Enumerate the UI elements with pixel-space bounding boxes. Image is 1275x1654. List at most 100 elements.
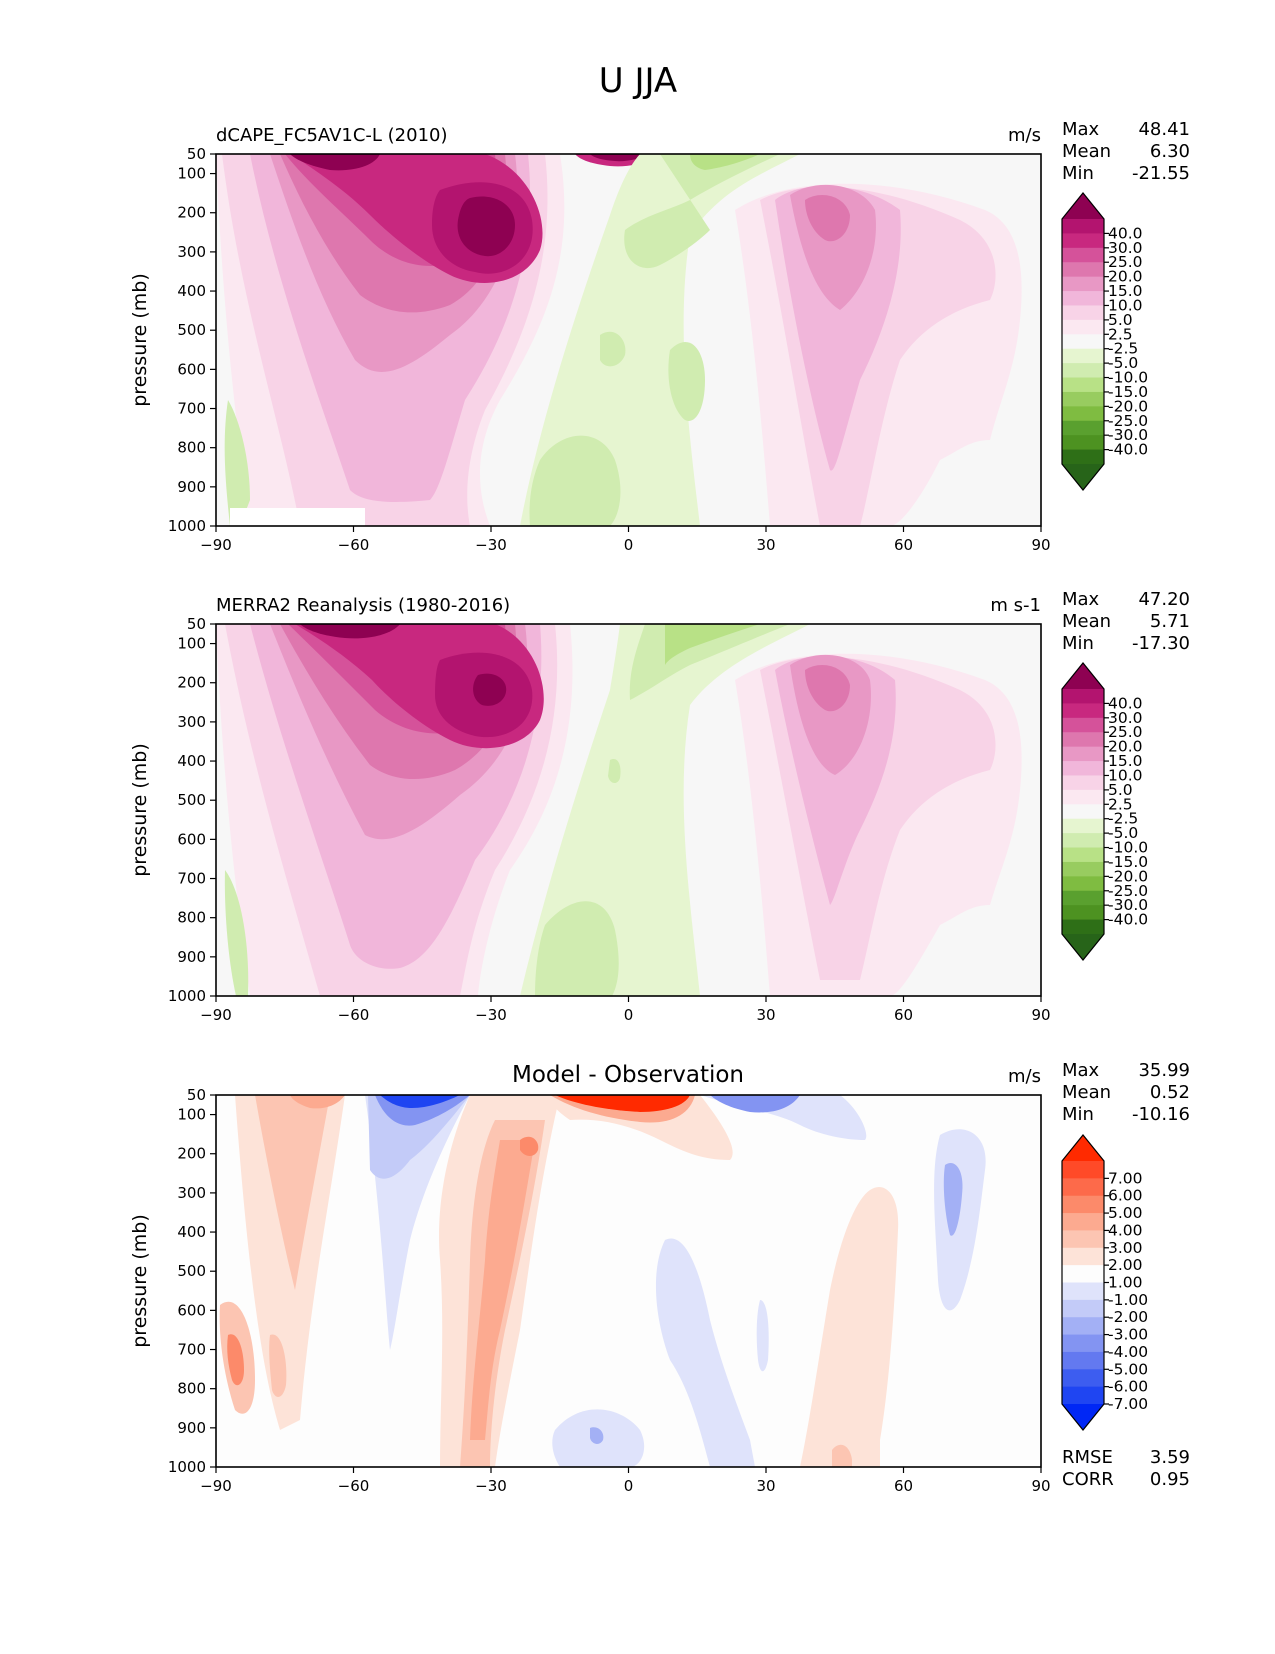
- contour-band: [805, 665, 850, 712]
- contour-field: [216, 624, 1041, 996]
- x-tick-label: −90: [200, 1006, 232, 1024]
- x-tick-label: −30: [475, 1477, 507, 1495]
- colorbar-segment: [1062, 1369, 1104, 1388]
- colorbar-label: 5.0: [1108, 311, 1133, 329]
- colorbar-segment: [1062, 1178, 1104, 1197]
- contour-band: [269, 1334, 287, 1397]
- colorbar-segment: [1062, 291, 1104, 307]
- stats-block: Max 35.99 Mean 0.52 Min -10.16 RMSE 3.59…: [1062, 1060, 1190, 1490]
- colorbar-label: 10.0: [1108, 766, 1143, 784]
- x-tick-label: −60: [338, 536, 370, 554]
- x-tick-label: −60: [338, 1006, 370, 1024]
- contour-band: [608, 759, 621, 784]
- contour-band: [535, 901, 619, 996]
- colorbar-segment: [1062, 406, 1104, 422]
- contour-band: [457, 196, 515, 257]
- colorbar-segment: [1062, 1351, 1104, 1370]
- y-axis: 50 100 200 300 400 500 600 700 800 900 1000: [168, 1086, 216, 1476]
- colorbar-segment: [1062, 435, 1104, 451]
- colorbar-label: 2.00: [1108, 1256, 1143, 1274]
- contour-band: [805, 195, 850, 242]
- colorbar-outline: [1061, 662, 1105, 961]
- colorbar-label: 5.00: [1108, 1204, 1143, 1222]
- colorbar-label: -5.0: [1108, 354, 1138, 372]
- contour-band: [520, 154, 800, 526]
- colorbar-segment: [1062, 847, 1104, 863]
- stat-label-max: Max: [1062, 119, 1100, 140]
- stat-value-mean: 5.71: [1150, 611, 1190, 632]
- colorbar-label: -3.00: [1108, 1326, 1148, 1344]
- colorbar-label: 7.00: [1108, 1169, 1143, 1187]
- contour-band: [520, 1136, 539, 1156]
- contour-field: [216, 154, 1041, 526]
- colorbar-segment: [1062, 761, 1104, 777]
- missing-data-mask: [230, 508, 365, 526]
- units-label: m s-1: [990, 595, 1041, 616]
- stat-value-mean: 0.52: [1150, 1082, 1190, 1103]
- units-label: m/s: [1008, 1066, 1041, 1087]
- colorbar-label: 4.00: [1108, 1221, 1143, 1239]
- y-tick-label: 800: [177, 1380, 206, 1398]
- colorbar-label: -30.0: [1108, 426, 1148, 444]
- panel-difference: −90 −60 −30 0 30 60 90 50 100 200 300 400 500 600 700…: [129, 1060, 1190, 1495]
- contour-band: [300, 624, 400, 639]
- colorbar-label: 3.00: [1108, 1239, 1143, 1257]
- colorbar-segment: [1062, 1230, 1104, 1249]
- colorbar-label: -40.0: [1108, 441, 1148, 459]
- contour-band: [624, 154, 780, 269]
- colorbar-segment: [1062, 1265, 1104, 1284]
- metric-value-corr: 0.95: [1150, 1469, 1190, 1490]
- colorbar-segment: [1062, 804, 1104, 820]
- contour-band: [665, 624, 760, 665]
- y-tick-label: 400: [177, 752, 206, 770]
- colorbar-label: -10.0: [1108, 369, 1148, 387]
- colorbar-label: -30.0: [1108, 896, 1148, 914]
- colorbar-segment: [1062, 1317, 1104, 1336]
- y-tick-label: 200: [177, 204, 206, 222]
- colorbar-segment: [1062, 262, 1104, 278]
- contour-field: [216, 1095, 1041, 1467]
- panel-title: Model - Observation: [512, 1062, 744, 1088]
- y-tick-label: 700: [177, 870, 206, 888]
- colorbar-extend-max: [1062, 193, 1104, 219]
- colorbar-segment: [1062, 789, 1104, 805]
- y-axis-label: pressure (mb): [129, 273, 151, 407]
- y-tick-label: 600: [177, 1301, 206, 1319]
- panel-title: MERRA2 Reanalysis (1980-2016): [216, 595, 510, 616]
- stat-label-mean: Mean: [1062, 141, 1111, 162]
- x-tick-label: −90: [200, 536, 232, 554]
- stat-label-mean: Mean: [1062, 611, 1111, 632]
- colorbar-segment: [1062, 276, 1104, 292]
- colorbar-label: 20.0: [1108, 738, 1143, 756]
- colorbar-label: -5.00: [1108, 1360, 1148, 1378]
- colorbar-segment: [1062, 1247, 1104, 1266]
- x-tick-label: −90: [200, 1477, 232, 1495]
- colorbar-segment: [1062, 717, 1104, 733]
- y-tick-label: 200: [177, 674, 206, 692]
- colorbar-label: 30.0: [1108, 709, 1143, 727]
- colorbar-label: -2.00: [1108, 1308, 1148, 1326]
- colorbar: 40.030.025.020.015.010.05.02.5-2.5-5.0-1…: [1061, 662, 1148, 961]
- colorbar-label: -10.0: [1108, 839, 1148, 857]
- colorbar-label: 10.0: [1108, 296, 1143, 314]
- y-tick-label: 700: [177, 400, 206, 418]
- stat-label-mean: Mean: [1062, 1082, 1111, 1103]
- colorbar-extend-max: [1062, 1135, 1104, 1161]
- y-tick-label: 400: [177, 1223, 206, 1241]
- colorbar-segment: [1062, 890, 1104, 906]
- y-tick-label: 100: [177, 1106, 206, 1124]
- contour-band: [710, 1095, 800, 1113]
- colorbar-segment: [1062, 319, 1104, 335]
- y-tick-label: 900: [177, 948, 206, 966]
- colorbar-label: -2.5: [1108, 810, 1138, 828]
- y-tick-label: 200: [177, 1145, 206, 1163]
- metric-value-rmse: 3.59: [1150, 1447, 1190, 1468]
- colorbar-label: 25.0: [1108, 723, 1143, 741]
- colorbar-segment: [1062, 1161, 1104, 1179]
- y-tick-label: 50: [187, 145, 206, 163]
- colorbar-label: 15.0: [1108, 282, 1143, 300]
- colorbar-extend-min: [1062, 464, 1104, 490]
- colorbar-label: -7.00: [1108, 1395, 1148, 1413]
- y-axis-label: pressure (mb): [129, 743, 151, 877]
